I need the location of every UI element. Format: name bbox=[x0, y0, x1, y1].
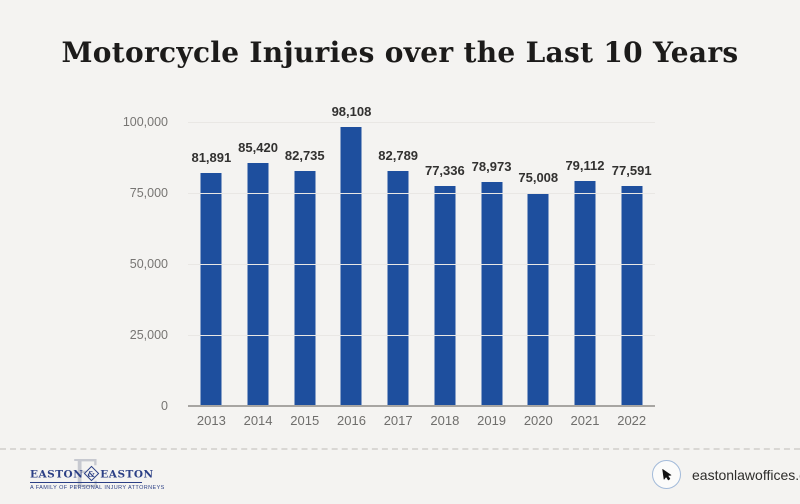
website-badge: eastonlawoffices.com bbox=[652, 460, 800, 489]
easton-logo: E EASTON&EASTON A FAMILY OF PERSONAL INJ… bbox=[30, 458, 142, 491]
x-tick-label: 2014 bbox=[235, 413, 282, 428]
bar-2016 bbox=[341, 127, 362, 406]
bar-value-label: 77,591 bbox=[612, 163, 652, 178]
bar-value-label: 81,891 bbox=[191, 150, 231, 165]
bar-value-label: 79,112 bbox=[565, 158, 604, 173]
x-tick-label: 2015 bbox=[281, 413, 328, 428]
gridline bbox=[188, 335, 655, 336]
x-tick-label: 2017 bbox=[375, 413, 422, 428]
x-tick-label: 2018 bbox=[422, 413, 469, 428]
logo-name-right: EASTON bbox=[100, 469, 153, 481]
bar-2014 bbox=[248, 163, 269, 406]
x-tick-label: 2016 bbox=[328, 413, 375, 428]
bar-value-label: 78,973 bbox=[472, 159, 512, 174]
x-tick-label: 2020 bbox=[515, 413, 562, 428]
y-axis-labels: 100,00075,00050,00025,0000 bbox=[96, 122, 168, 406]
gridline bbox=[188, 193, 655, 194]
plot-area: 81,89185,42082,73598,10882,78977,33678,9… bbox=[188, 122, 655, 406]
website-link: eastonlawoffices.com bbox=[692, 467, 800, 483]
bar-2017 bbox=[388, 171, 409, 406]
x-tick-label: 2022 bbox=[608, 413, 655, 428]
dashed-divider bbox=[0, 448, 800, 450]
y-tick-label: 25,000 bbox=[130, 328, 168, 342]
bar-value-label: 98,108 bbox=[332, 104, 372, 119]
x-axis-labels: 2013201420152016201720182019202020212022 bbox=[188, 413, 655, 428]
bar-2022 bbox=[621, 186, 642, 406]
y-tick-label: 50,000 bbox=[130, 257, 168, 271]
cursor-circle bbox=[652, 460, 681, 489]
x-tick-label: 2021 bbox=[562, 413, 609, 428]
bar-2019 bbox=[481, 182, 502, 406]
page-title: Motorcycle Injuries over the Last 10 Yea… bbox=[0, 36, 800, 69]
x-tick-label: 2013 bbox=[188, 413, 235, 428]
y-tick-label: 0 bbox=[161, 399, 168, 413]
bar-value-label: 82,735 bbox=[285, 148, 325, 163]
bar-value-label: 75,008 bbox=[518, 170, 558, 185]
bar-2018 bbox=[434, 186, 455, 406]
bar-value-label: 85,420 bbox=[238, 140, 278, 155]
logo-name-left: EASTON bbox=[30, 469, 83, 481]
gridline bbox=[188, 122, 655, 123]
bar-2020 bbox=[528, 193, 549, 406]
x-axis-line bbox=[188, 405, 655, 407]
y-tick-label: 75,000 bbox=[130, 186, 168, 200]
cursor-icon bbox=[659, 467, 674, 482]
bar-value-label: 82,789 bbox=[378, 148, 418, 163]
bar-value-label: 77,336 bbox=[425, 163, 465, 178]
bar-2013 bbox=[201, 173, 222, 406]
bar-2021 bbox=[574, 181, 595, 406]
ampersand-diamond-icon: & bbox=[84, 466, 100, 482]
logo-tagline: A FAMILY OF PERSONAL INJURY ATTORNEYS bbox=[30, 485, 142, 491]
x-tick-label: 2019 bbox=[468, 413, 515, 428]
gridline bbox=[188, 264, 655, 265]
logo-rule bbox=[30, 482, 142, 483]
bar-2015 bbox=[294, 171, 315, 406]
y-tick-label: 100,000 bbox=[123, 115, 168, 129]
logo-name: EASTON&EASTON bbox=[30, 468, 142, 481]
